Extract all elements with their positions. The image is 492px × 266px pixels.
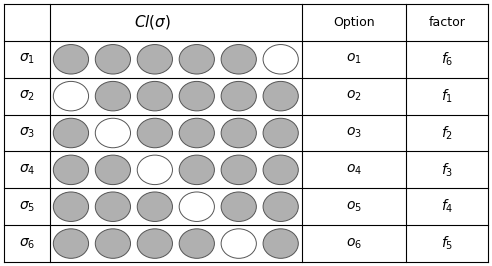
Ellipse shape (137, 229, 173, 258)
Text: $\sigma_2$: $\sigma_2$ (19, 89, 35, 103)
Ellipse shape (95, 155, 130, 185)
Text: $\sigma_1$: $\sigma_1$ (19, 52, 35, 66)
Ellipse shape (53, 192, 89, 222)
Ellipse shape (95, 229, 130, 258)
Ellipse shape (179, 118, 215, 148)
Text: Option: Option (333, 16, 374, 29)
Ellipse shape (221, 118, 256, 148)
Ellipse shape (263, 81, 298, 111)
Ellipse shape (179, 81, 215, 111)
Ellipse shape (137, 155, 173, 185)
Text: $\sigma_6$: $\sigma_6$ (19, 236, 35, 251)
Ellipse shape (179, 155, 215, 185)
Ellipse shape (179, 192, 215, 222)
Text: factor: factor (429, 16, 465, 29)
Text: $f_6$: $f_6$ (441, 51, 453, 68)
Ellipse shape (53, 118, 89, 148)
Text: $o_6$: $o_6$ (346, 236, 362, 251)
Ellipse shape (95, 44, 130, 74)
Text: $f_2$: $f_2$ (441, 124, 453, 142)
Ellipse shape (137, 192, 173, 222)
Ellipse shape (263, 118, 298, 148)
Ellipse shape (137, 44, 173, 74)
Ellipse shape (263, 229, 298, 258)
Text: $o_1$: $o_1$ (346, 52, 362, 66)
Text: $\sigma_3$: $\sigma_3$ (19, 126, 35, 140)
Ellipse shape (263, 155, 298, 185)
Ellipse shape (95, 118, 130, 148)
Text: $f_5$: $f_5$ (441, 235, 453, 252)
Text: $\sigma_4$: $\sigma_4$ (19, 163, 35, 177)
Ellipse shape (137, 81, 173, 111)
Ellipse shape (53, 229, 89, 258)
Ellipse shape (221, 155, 256, 185)
Ellipse shape (53, 155, 89, 185)
Ellipse shape (263, 192, 298, 222)
Ellipse shape (179, 44, 215, 74)
Ellipse shape (137, 118, 173, 148)
Ellipse shape (95, 192, 130, 222)
Text: $o_3$: $o_3$ (346, 126, 362, 140)
Ellipse shape (179, 229, 215, 258)
Text: $f_1$: $f_1$ (441, 88, 453, 105)
Text: $o_4$: $o_4$ (346, 163, 362, 177)
Ellipse shape (95, 81, 130, 111)
Ellipse shape (53, 44, 89, 74)
Text: $o_2$: $o_2$ (346, 89, 362, 103)
Ellipse shape (263, 44, 298, 74)
Ellipse shape (53, 81, 89, 111)
Ellipse shape (221, 192, 256, 222)
Ellipse shape (221, 44, 256, 74)
Text: $o_5$: $o_5$ (346, 200, 362, 214)
Ellipse shape (221, 81, 256, 111)
Text: $\sigma_5$: $\sigma_5$ (19, 200, 35, 214)
Text: $f_4$: $f_4$ (441, 198, 453, 215)
Text: $f_3$: $f_3$ (441, 161, 453, 178)
Ellipse shape (221, 229, 256, 258)
Text: $\mathit{Cl}(\sigma)$: $\mathit{Cl}(\sigma)$ (134, 13, 171, 31)
